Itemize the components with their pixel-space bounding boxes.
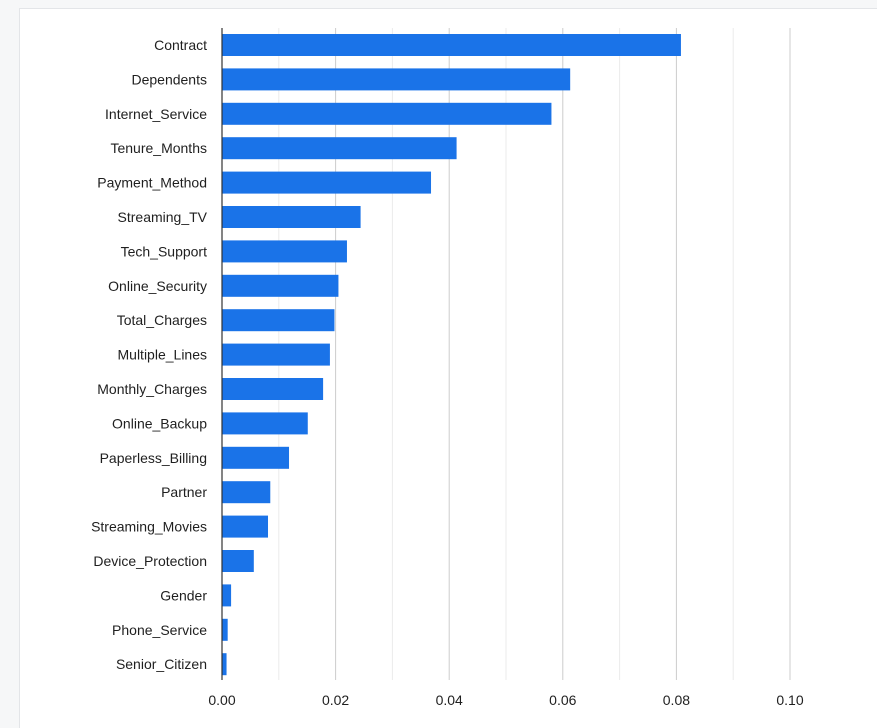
x-tick-label: 0.10	[776, 692, 803, 708]
bar-gender	[222, 584, 232, 607]
bar-tech-support	[222, 240, 347, 263]
bar-contract	[222, 34, 681, 56]
gridlines	[278, 28, 791, 680]
y-tick-label: Contract	[154, 37, 207, 53]
bar-internet-service	[222, 102, 552, 125]
y-tick-label: Total_Charges	[117, 312, 207, 328]
bar-online-security	[222, 274, 339, 297]
x-tick-label: 0.02	[322, 692, 349, 708]
y-tick-label: Multiple_Lines	[118, 347, 208, 363]
y-tick-label: Monthly_Charges	[97, 381, 207, 397]
y-tick-label: Partner	[161, 484, 207, 500]
x-tick-label: 0.04	[436, 692, 463, 708]
y-tick-label: Payment_Method	[97, 175, 207, 191]
bar-streaming-tv	[222, 206, 361, 228]
y-tick-label: Phone_Service	[112, 622, 207, 638]
y-tick-label: Internet_Service	[105, 106, 207, 122]
y-tick-label: Tech_Support	[121, 243, 208, 259]
y-tick-label: Dependents	[131, 71, 207, 87]
bar-paperless-billing	[222, 446, 290, 469]
y-tick-label: Streaming_TV	[118, 209, 208, 225]
bar-payment-method	[222, 171, 432, 194]
y-tick-label: Streaming_Movies	[91, 519, 207, 535]
y-tick-label: Senior_Citizen	[116, 656, 207, 672]
bar-online-backup	[222, 412, 308, 435]
bar-phone-service	[222, 618, 228, 641]
x-tick-label: 0.06	[549, 692, 576, 708]
y-tick-label: Gender	[160, 587, 207, 603]
x-tick-label: 0.00	[208, 692, 235, 708]
bar-partner	[222, 481, 271, 504]
y-tick-label: Device_Protection	[93, 553, 207, 569]
y-tick-label: Tenure_Months	[110, 140, 207, 156]
bar-monthly-charges	[222, 378, 324, 400]
bar-senior-citizen	[222, 653, 227, 676]
y-tick-label: Paperless_Billing	[100, 450, 207, 466]
y-tick-label: Online_Backup	[112, 415, 207, 431]
y-tick-label: Online_Security	[108, 278, 207, 294]
x-tick-labels: 0.00 0.02 0.04 0.06 0.08 0.10	[208, 692, 803, 708]
bar-total-charges	[222, 309, 335, 332]
bars	[222, 34, 681, 676]
bar-device-protection	[222, 550, 254, 572]
x-tick-label: 0.08	[663, 692, 690, 708]
bar-dependents	[222, 68, 571, 91]
y-tick-labels: Contract Dependents Internet_Service Tenure…	[91, 37, 208, 672]
chart-card	[19, 8, 877, 728]
bar-multiple-lines	[222, 343, 330, 366]
bar-streaming-movies	[222, 515, 269, 538]
bar-tenure-months	[222, 137, 457, 160]
